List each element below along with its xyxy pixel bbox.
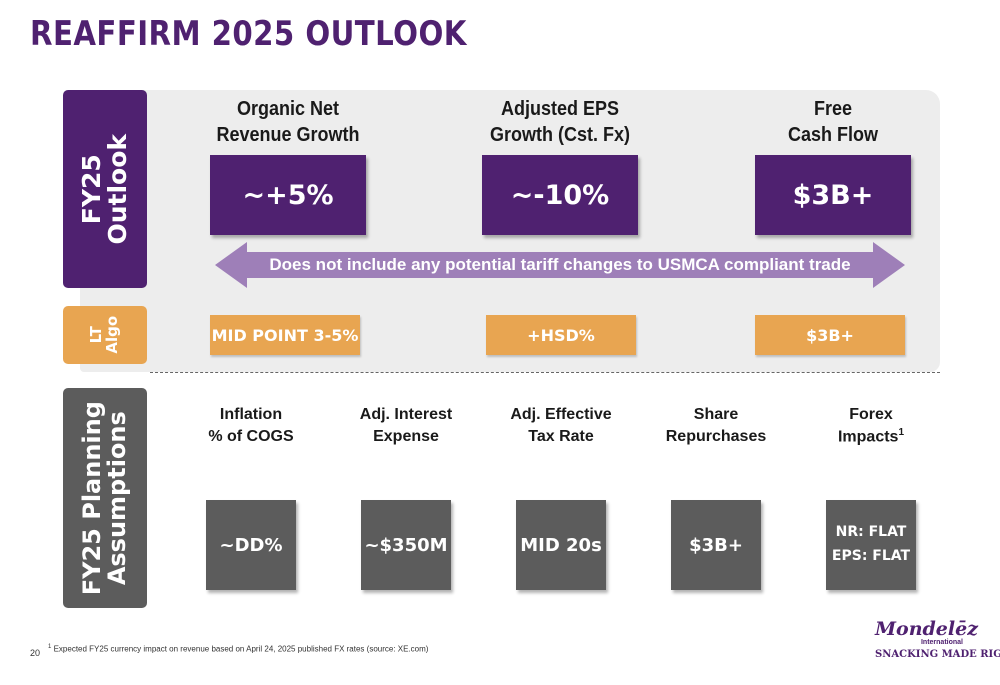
tax-rate-label: Adj. Effective Tax Rate [510, 406, 612, 446]
adjusted-eps-growth-value: ~-10% [482, 155, 638, 235]
fy25-outlook-tab-label: FY25 Outlook [76, 133, 133, 245]
forex-footnote-marker: 1 [898, 427, 905, 439]
share-repurchases-label: Share Repurchases [665, 406, 767, 446]
page-number: 20 [30, 648, 41, 658]
logo-name: Mondelēz [875, 618, 978, 640]
lt-algo-fcf-value: $3B+ [755, 315, 905, 355]
free-cash-flow-label: Free Cash Flow [787, 98, 878, 146]
forex-impacts-label-wrap: Forex Impacts1 [796, 404, 946, 449]
planning-assumptions-tab: FY25 Planning Assumptions [63, 388, 147, 608]
forex-impacts-value: NR: FLAT EPS: FLAT [826, 500, 916, 590]
section-divider [150, 372, 940, 373]
interest-expense-value: ~$350M [361, 500, 451, 590]
organic-net-revenue-growth-label: Organic Net Revenue Growth [216, 98, 360, 146]
inflation-value: ~DD% [206, 500, 296, 590]
forex-nr-value: NR: FLAT [835, 524, 907, 541]
fy25-outlook-tab: FY25 Outlook [63, 90, 147, 288]
share-repurchases-value: $3B+ [671, 500, 761, 590]
logo-sub: International [920, 639, 963, 646]
interest-expense-label: Adj. Interest Expense [359, 406, 453, 446]
lt-algo-eps-value: +HSD% [486, 315, 636, 355]
footnote-marker: 1 [48, 644, 52, 650]
tax-rate-value: MID 20s [516, 500, 606, 590]
page-title: REAFFIRM 2025 OUTLOOK [30, 14, 467, 54]
adjusted-eps-growth-label: Adjusted EPS Growth (Cst. Fx) [489, 98, 630, 146]
footnote-text: Expected FY25 currency impact on revenue… [53, 644, 429, 654]
mondelez-logo: Mondelēz International SNACKING MADE RIG… [875, 618, 1000, 661]
tariff-note: Does not include any potential tariff ch… [269, 255, 851, 274]
footnote: 1 Expected FY25 currency impact on reven… [48, 644, 428, 654]
logo-tagline: SNACKING MADE RIGHT [875, 649, 1000, 660]
forex-eps-value: EPS: FLAT [831, 548, 911, 564]
organic-net-revenue-growth-value: ~+5% [210, 155, 366, 235]
planning-assumptions-tab-label: FY25 Planning Assumptions [77, 400, 132, 596]
lt-algo-tab-label: LT Algo [87, 316, 121, 354]
forex-impacts-label: Forex Impacts [837, 406, 899, 446]
lt-algo-revenue-value: MID POINT 3-5% [210, 315, 360, 355]
free-cash-flow-value: $3B+ [755, 155, 911, 235]
double-arrow-icon [215, 242, 905, 288]
inflation-label: Inflation % of COGS [208, 406, 294, 446]
lt-algo-tab: LT Algo [63, 306, 147, 364]
